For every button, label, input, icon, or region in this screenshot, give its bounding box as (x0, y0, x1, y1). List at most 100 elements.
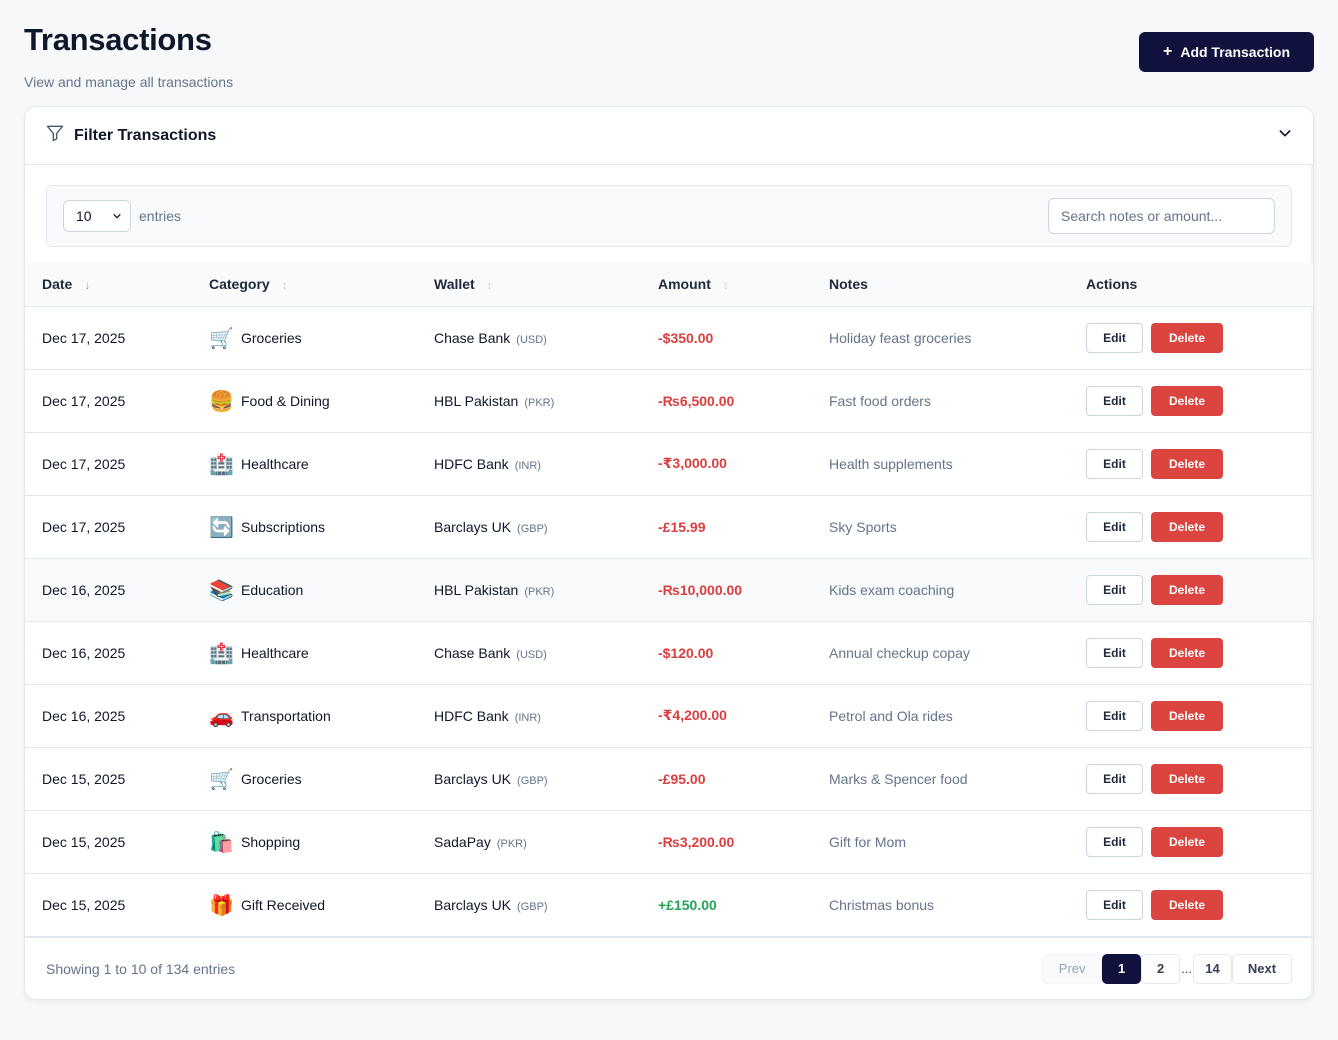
delete-button[interactable]: Delete (1151, 385, 1223, 416)
date-cell: Dec 16, 2025 (42, 644, 126, 661)
column-header-actions: Actions (1069, 263, 1313, 307)
category-cell: 📚 Education (192, 558, 417, 621)
actions-cell: Edit Delete (1069, 684, 1313, 747)
category-icon: 🔄 (209, 514, 234, 539)
actions-cell: Edit Delete (1069, 432, 1313, 495)
delete-button[interactable]: Delete (1151, 448, 1223, 479)
edit-button[interactable]: Edit (1086, 700, 1143, 731)
edit-button[interactable]: Edit (1086, 637, 1143, 668)
filter-toggle[interactable]: Filter Transactions (25, 107, 1313, 165)
column-header-wallet[interactable]: Wallet ↕ (417, 263, 641, 307)
wallet-name: Barclays UK (434, 518, 512, 535)
table-container: 10 entries Date↓ Category↕ Wallet↕ Amoun… (25, 165, 1313, 999)
page-size-select[interactable]: 10 (63, 200, 131, 232)
edit-button[interactable]: Edit (1086, 448, 1143, 479)
notes-cell: Christmas bonus (829, 896, 935, 913)
page-button-2[interactable]: 2 (1141, 953, 1181, 984)
notes-cell: Fast food orders (829, 392, 931, 409)
wallet-cell: Barclays UK (GBP) (417, 747, 641, 810)
wallet-currency: (GBP) (517, 774, 548, 787)
edit-button[interactable]: Edit (1086, 574, 1143, 605)
delete-button[interactable]: Delete (1151, 574, 1223, 605)
sort-icon: ↕ (486, 278, 493, 293)
edit-button[interactable]: Edit (1086, 385, 1143, 416)
wallet-currency: (GBP) (517, 522, 548, 535)
actions-cell: Edit Delete (1069, 621, 1313, 684)
search-input[interactable] (1048, 198, 1275, 234)
category-label: Gift Received (241, 896, 326, 913)
amount-cell: -$120.00 (641, 621, 812, 684)
date-cell: Dec 17, 2025 (42, 518, 126, 535)
edit-button[interactable]: Edit (1086, 322, 1143, 353)
filter-title: Filter Transactions (74, 126, 217, 144)
page-button-1[interactable]: 1 (1102, 953, 1142, 984)
column-header-amount[interactable]: Amount ↕ (641, 263, 812, 307)
amount-value: -₹3,000.00 (658, 455, 727, 471)
category-label: Transportation (241, 707, 331, 724)
category-icon: 📚 (209, 577, 234, 602)
actions-cell: Edit Delete (1069, 495, 1313, 558)
table-row: Dec 16, 2025 🚗 Transportation HDFC Bank (INR… (25, 684, 1313, 747)
transactions-table: Date ↓ Category ↕ Wallet ↕ Amount ↕ Notes Ac… (25, 263, 1313, 937)
category-icon: 🛒 (209, 766, 234, 791)
chevron-down-icon (112, 208, 122, 224)
pagination-ellipsis: ... (1181, 961, 1192, 976)
wallet-name: Barclays UK (434, 896, 512, 913)
column-header-category[interactable]: Category ↕ (192, 263, 417, 307)
amount-value: -£95.00 (658, 770, 706, 787)
wallet-cell: HBL Pakistan (PKR) (417, 558, 641, 621)
wallet-currency: (INR) (514, 711, 541, 724)
page-subtitle: View and manage all transactions (24, 74, 234, 90)
notes-cell: Petrol and Ola rides (829, 707, 953, 724)
wallet-name: Barclays UK (434, 770, 512, 787)
prev-page-button[interactable]: Prev (1042, 953, 1103, 984)
next-page-button[interactable]: Next (1232, 953, 1292, 984)
category-icon: 🏥 (209, 640, 234, 665)
date-cell: Dec 15, 2025 (42, 770, 126, 787)
table-row: Dec 17, 2025 🛒 Groceries Chase Bank (USD) -$3… (25, 306, 1313, 369)
chevron-down-icon[interactable] (1277, 125, 1293, 146)
date-cell: Dec 15, 2025 (42, 833, 126, 850)
edit-button[interactable]: Edit (1086, 511, 1143, 542)
table-row: Dec 17, 2025 🍔 Food & Dining HBL Pakistan (P… (25, 369, 1313, 432)
edit-button[interactable]: Edit (1086, 889, 1143, 920)
delete-button[interactable]: Delete (1151, 511, 1223, 542)
category-label: Healthcare (241, 455, 309, 472)
delete-button[interactable]: Delete (1151, 322, 1223, 353)
amount-cell: +£150.00 (641, 873, 812, 936)
table-row: Dec 15, 2025 🎁 Gift Received Barclays UK (GB… (25, 873, 1313, 936)
delete-button[interactable]: Delete (1151, 826, 1223, 857)
delete-button[interactable]: Delete (1151, 763, 1223, 794)
delete-button[interactable]: Delete (1151, 889, 1223, 920)
notes-cell: Holiday feast groceries (829, 329, 972, 346)
add-transaction-button[interactable]: + Add Transaction (1139, 32, 1314, 72)
delete-button[interactable]: Delete (1151, 637, 1223, 668)
transactions-card: Filter Transactions 10 entries (24, 106, 1314, 1000)
wallet-currency: (USD) (516, 333, 547, 346)
actions-cell: Edit Delete (1069, 306, 1313, 369)
wallet-cell: Barclays UK (GBP) (417, 873, 641, 936)
amount-cell: -₨6,500.00 (641, 369, 812, 432)
category-icon: 🛍️ (209, 829, 234, 854)
category-cell: 🛒 Groceries (192, 306, 417, 369)
wallet-cell: SadaPay (PKR) (417, 810, 641, 873)
edit-button[interactable]: Edit (1086, 763, 1143, 794)
category-icon: 🍔 (209, 388, 234, 413)
amount-value: -$120.00 (658, 644, 714, 661)
actions-cell: Edit Delete (1069, 369, 1313, 432)
table-row: Dec 17, 2025 🔄 Subscriptions Barclays UK (GB… (25, 495, 1313, 558)
wallet-currency: (PKR) (524, 585, 555, 598)
sort-icon: ↕ (281, 278, 288, 293)
edit-button[interactable]: Edit (1086, 826, 1143, 857)
wallet-cell: Chase Bank (USD) (417, 306, 641, 369)
actions-cell: Edit Delete (1069, 747, 1313, 810)
page-button-14[interactable]: 14 (1193, 953, 1232, 984)
amount-cell: -₹3,000.00 (641, 432, 812, 495)
column-header-date[interactable]: Date ↓ (25, 263, 192, 307)
table-row: Dec 17, 2025 🏥 Healthcare HDFC Bank (INR) -₹3… (25, 432, 1313, 495)
amount-cell: -£95.00 (641, 747, 812, 810)
delete-button[interactable]: Delete (1151, 700, 1223, 731)
category-cell: 🔄 Subscriptions (192, 495, 417, 558)
amount-cell: -$350.00 (641, 306, 812, 369)
category-label: Groceries (241, 329, 302, 346)
